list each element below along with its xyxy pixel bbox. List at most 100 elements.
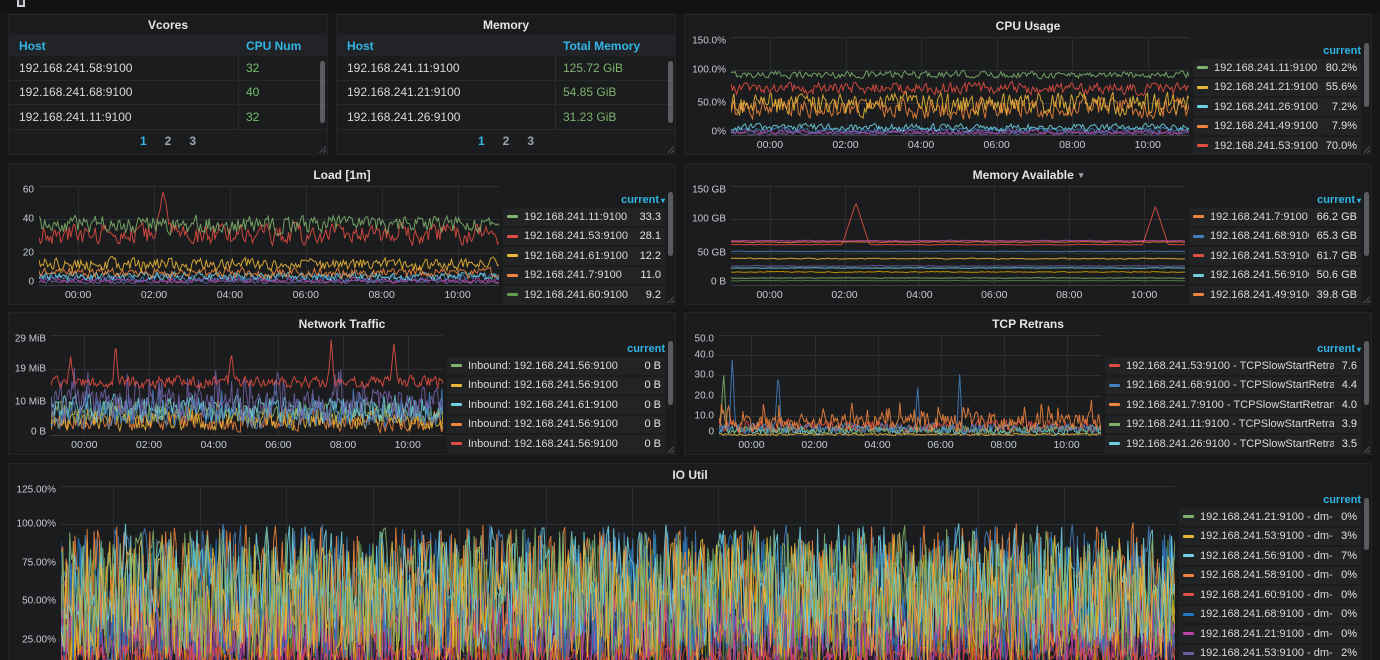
legend-row[interactable]: 192.168.241.7:910066.2 GB bbox=[1189, 208, 1361, 226]
legend-series-name[interactable]: 192.168.241.49:9100 bbox=[1210, 289, 1309, 301]
legend-row[interactable]: 192.168.241.21:910055.6% bbox=[1193, 79, 1361, 97]
legend-row[interactable]: 192.168.241.7:910011.0 bbox=[503, 267, 665, 285]
panel-resize-handle[interactable] bbox=[1362, 145, 1370, 153]
title-dropdown-icon[interactable]: ▾ bbox=[1079, 170, 1084, 181]
legend-series-name[interactable]: 192.168.241.7:9100 bbox=[1210, 211, 1309, 223]
legend-series-name[interactable]: 192.168.241.53:9100 - dm-1 bbox=[1200, 647, 1333, 659]
legend-row[interactable]: Inbound: 192.168.241.56:91000 B bbox=[447, 435, 665, 453]
legend-series-name[interactable]: 192.168.241.60:9100 - dm-0 bbox=[1200, 589, 1333, 601]
legend-row[interactable]: 192.168.241.26:9100 - TCPSlowStartRetran… bbox=[1105, 435, 1361, 453]
panel-title[interactable]: Memory Available▾ bbox=[685, 164, 1371, 186]
legend-series-name[interactable]: 192.168.241.7:9100 bbox=[524, 269, 632, 281]
legend-scrollbar[interactable] bbox=[1364, 341, 1369, 405]
legend-row[interactable]: 192.168.241.56:9100 - dm-07% bbox=[1179, 547, 1361, 565]
legend-series-name[interactable]: 192.168.241.56:9100 bbox=[1210, 269, 1309, 281]
legend-series-name[interactable]: 192.168.241.61:9100 bbox=[524, 250, 632, 262]
panel-title[interactable]: TCP Retrans bbox=[685, 313, 1371, 335]
legend-series-name[interactable]: 192.168.241.60:9100 bbox=[524, 289, 638, 301]
legend-series-name[interactable]: Inbound: 192.168.241.61:9100 bbox=[468, 399, 636, 411]
legend-scrollbar[interactable] bbox=[1364, 43, 1369, 107]
legend-series-name[interactable]: Inbound: 192.168.241.56:9100 bbox=[468, 418, 636, 430]
legend-series-name[interactable]: 192.168.241.11:9100 bbox=[1214, 62, 1318, 74]
legend-scrollbar[interactable] bbox=[668, 341, 673, 405]
legend-series-name[interactable]: 192.168.241.26:9100 - TCPSlowStartRetran… bbox=[1126, 438, 1334, 450]
legend-row[interactable]: 192.168.241.21:9100 - dm-10% bbox=[1179, 625, 1361, 643]
panel-resize-handle[interactable] bbox=[666, 295, 674, 303]
legend-series-name[interactable]: 192.168.241.7:9100 - TCPSlowStartRetrans bbox=[1126, 399, 1334, 411]
plot-area[interactable] bbox=[39, 186, 499, 286]
legend-row[interactable]: Inbound: 192.168.241.56:91000 B bbox=[447, 377, 665, 395]
legend-series-name[interactable]: 192.168.241.26:9100 bbox=[1214, 101, 1324, 113]
legend-sort-current[interactable]: current▾ bbox=[503, 192, 665, 208]
page-button[interactable]: 1 bbox=[140, 134, 147, 148]
legend-row[interactable]: 192.168.241.53:9100 - dm-12% bbox=[1179, 645, 1361, 660]
legend-series-name[interactable]: 192.168.241.53:9100 - dm-0 bbox=[1200, 530, 1333, 542]
page-button[interactable]: 2 bbox=[503, 134, 510, 148]
legend-scrollbar[interactable] bbox=[1364, 498, 1369, 550]
panel-resize-handle[interactable] bbox=[1362, 445, 1370, 453]
series-plot[interactable] bbox=[731, 37, 1189, 136]
legend-series-name[interactable]: 192.168.241.53:9100 bbox=[1210, 250, 1309, 262]
panel-title[interactable]: Memory bbox=[337, 15, 675, 35]
legend-row[interactable]: 192.168.241.61:910012.2 bbox=[503, 247, 665, 265]
page-button[interactable]: 2 bbox=[165, 134, 172, 148]
page-button[interactable]: 1 bbox=[478, 134, 485, 148]
legend-row[interactable]: 192.168.241.56:910050.6 GB bbox=[1189, 267, 1361, 285]
panel-resize-handle[interactable] bbox=[666, 445, 674, 453]
legend-row[interactable]: 192.168.241.53:910028.1 bbox=[503, 228, 665, 246]
panel-title[interactable]: CPU Usage bbox=[685, 15, 1371, 37]
legend-sort-current[interactable]: current bbox=[447, 341, 665, 357]
legend-row[interactable]: 192.168.241.68:9100 - TCPSlowStartRetran… bbox=[1105, 377, 1361, 395]
plot-area[interactable] bbox=[731, 37, 1189, 136]
legend-row[interactable]: 192.168.241.7:9100 - TCPSlowStartRetrans… bbox=[1105, 396, 1361, 414]
legend-row[interactable]: 192.168.241.11:9100 - TCPSlowStartRetran… bbox=[1105, 416, 1361, 434]
legend-row[interactable]: Inbound: 192.168.241.56:91000 B bbox=[447, 357, 665, 375]
panel-resize-handle[interactable] bbox=[318, 145, 326, 153]
panel-title[interactable]: Load [1m] bbox=[9, 164, 675, 186]
legend-series-name[interactable]: 192.168.241.21:9100 bbox=[1214, 81, 1318, 93]
legend-row[interactable]: 192.168.241.49:910039.8 GB bbox=[1189, 286, 1361, 304]
legend-row[interactable]: 192.168.241.53:910061.7 GB bbox=[1189, 247, 1361, 265]
page-button[interactable]: 3 bbox=[189, 134, 196, 148]
legend-row[interactable]: Inbound: 192.168.241.61:91000 B bbox=[447, 396, 665, 414]
legend-series-name[interactable]: 192.168.241.58:9100 - dm-0 bbox=[1200, 569, 1333, 581]
legend-series-name[interactable]: 192.168.241.21:9100 - dm-1 bbox=[1200, 628, 1333, 640]
panel-title[interactable]: Vcores bbox=[9, 15, 327, 35]
legend-row[interactable]: 192.168.241.53:9100 - dm-03% bbox=[1179, 528, 1361, 546]
series-plot[interactable] bbox=[51, 335, 443, 436]
legend-row[interactable]: 192.168.241.68:910065.3 GB bbox=[1189, 228, 1361, 246]
legend-series-name[interactable]: Inbound: 192.168.241.56:9100 bbox=[468, 379, 636, 391]
legend-series-name[interactable]: 192.168.241.11:9100 bbox=[524, 211, 632, 223]
series-plot[interactable] bbox=[731, 186, 1185, 286]
legend-row[interactable]: 192.168.241.53:9100 - TCPSlowStartRetran… bbox=[1105, 357, 1361, 375]
legend-series-name[interactable]: Inbound: 192.168.241.56:9100 bbox=[468, 438, 636, 450]
legend-row[interactable]: 192.168.241.68:9100 - dm-00% bbox=[1179, 606, 1361, 624]
plot-area[interactable] bbox=[61, 486, 1175, 660]
legend-row[interactable]: 192.168.241.58:9100 - dm-00% bbox=[1179, 567, 1361, 585]
legend-scrollbar[interactable] bbox=[1364, 192, 1369, 256]
legend-sort-current[interactable]: current▾ bbox=[1105, 341, 1361, 357]
table-header-host[interactable]: Host bbox=[337, 39, 374, 53]
series-plot[interactable] bbox=[61, 486, 1175, 660]
legend-series-name[interactable]: 192.168.241.53:9100 bbox=[1214, 140, 1318, 152]
plot-area[interactable] bbox=[719, 335, 1101, 436]
legend-row[interactable]: 192.168.241.60:91009.2 bbox=[503, 286, 665, 304]
legend-series-name[interactable]: 192.168.241.49:9100 bbox=[1214, 120, 1324, 132]
plot-area[interactable] bbox=[731, 186, 1185, 286]
legend-row[interactable]: Inbound: 192.168.241.56:91000 B bbox=[447, 416, 665, 434]
series-plot[interactable] bbox=[39, 186, 499, 286]
legend-series-name[interactable]: Inbound: 192.168.241.56:9100 bbox=[468, 360, 636, 372]
legend-row[interactable]: 192.168.241.49:91007.9% bbox=[1193, 118, 1361, 136]
page-button[interactable]: 3 bbox=[527, 134, 534, 148]
panel-title[interactable]: Network Traffic bbox=[9, 313, 675, 335]
table-header-host[interactable]: Host bbox=[9, 39, 46, 53]
legend-series-name[interactable]: 192.168.241.68:9100 bbox=[1210, 230, 1309, 242]
legend-sort-current[interactable]: current bbox=[1179, 492, 1361, 508]
legend-scrollbar[interactable] bbox=[668, 192, 673, 256]
legend-series-name[interactable]: 192.168.241.53:9100 - TCPSlowStartRetran… bbox=[1126, 360, 1334, 372]
legend-row[interactable]: 192.168.241.21:9100 - dm-00% bbox=[1179, 508, 1361, 526]
legend-row[interactable]: 192.168.241.53:910070.0% bbox=[1193, 137, 1361, 154]
legend-series-name[interactable]: 192.168.241.56:9100 - dm-0 bbox=[1200, 550, 1333, 562]
legend-row[interactable]: 192.168.241.11:910033.3 bbox=[503, 208, 665, 226]
series-plot[interactable] bbox=[719, 335, 1101, 436]
